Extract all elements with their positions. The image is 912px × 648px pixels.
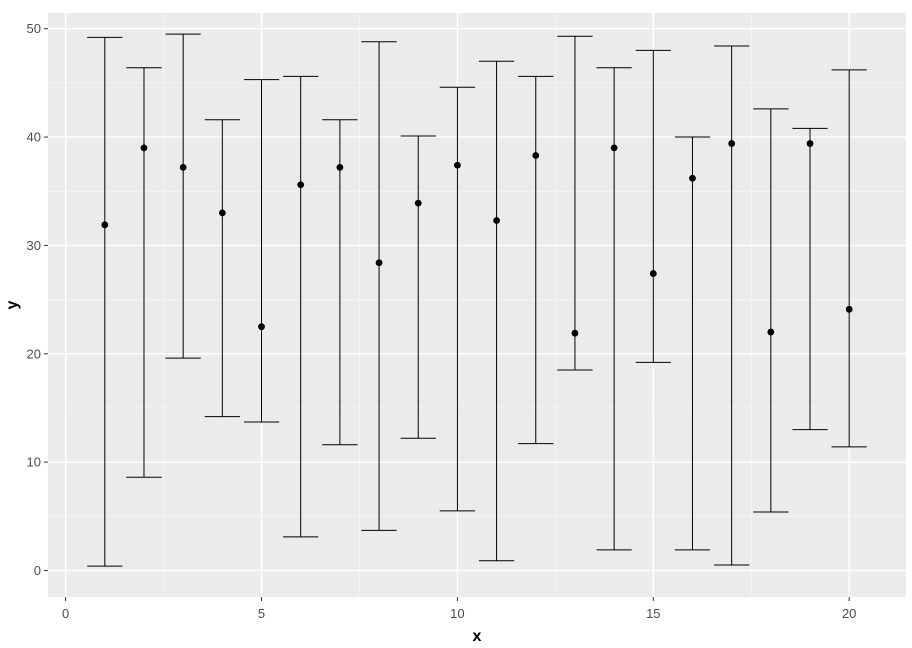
x-tick-label: 20 bbox=[842, 606, 856, 621]
data-point bbox=[297, 181, 305, 189]
data-point bbox=[258, 323, 265, 331]
x-tick-label: 5 bbox=[258, 606, 265, 621]
error-bars bbox=[87, 33, 867, 567]
y-tick-label: 20 bbox=[27, 346, 41, 361]
data-point bbox=[454, 161, 461, 169]
data-point bbox=[336, 163, 344, 171]
y-tick-label: 40 bbox=[27, 130, 41, 145]
data-point bbox=[140, 144, 148, 152]
data-point bbox=[179, 163, 187, 171]
data-point bbox=[532, 152, 540, 159]
y-axis: 0 10 20 30 40 50 bbox=[27, 21, 48, 578]
data-point bbox=[806, 140, 814, 147]
data-point bbox=[218, 209, 226, 217]
y-tick-label: 50 bbox=[27, 21, 41, 36]
panel-background bbox=[48, 13, 906, 597]
data-point bbox=[610, 144, 618, 152]
data-point bbox=[571, 329, 579, 337]
y-tick-label: 10 bbox=[27, 455, 41, 470]
x-tick-label: 0 bbox=[62, 606, 69, 621]
data-point bbox=[689, 174, 696, 182]
y-tick-label: 0 bbox=[34, 563, 41, 578]
grid-minor-lines bbox=[48, 13, 906, 597]
x-tick-label: 10 bbox=[450, 606, 464, 621]
x-tick-label: 15 bbox=[646, 606, 660, 621]
y-axis-title: y bbox=[4, 300, 21, 309]
x-axis-title: x bbox=[473, 628, 482, 645]
x-axis: 0 5 10 15 20 bbox=[62, 597, 856, 621]
data-point bbox=[728, 140, 736, 147]
data-points bbox=[101, 140, 853, 337]
data-point bbox=[414, 199, 422, 207]
data-point bbox=[493, 217, 500, 224]
data-point bbox=[649, 270, 657, 277]
data-point bbox=[375, 259, 383, 267]
data-point bbox=[101, 221, 109, 229]
y-tick-label: 30 bbox=[27, 238, 41, 253]
data-point bbox=[845, 305, 853, 313]
data-point bbox=[767, 328, 775, 336]
